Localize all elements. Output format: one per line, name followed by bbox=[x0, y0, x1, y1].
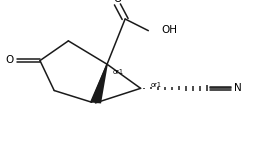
Polygon shape bbox=[90, 64, 108, 104]
Text: N: N bbox=[234, 83, 242, 93]
Text: or1: or1 bbox=[151, 82, 162, 88]
Text: O: O bbox=[5, 55, 14, 65]
Text: OH: OH bbox=[161, 25, 177, 35]
Text: O: O bbox=[113, 0, 122, 4]
Text: or1: or1 bbox=[112, 69, 123, 75]
